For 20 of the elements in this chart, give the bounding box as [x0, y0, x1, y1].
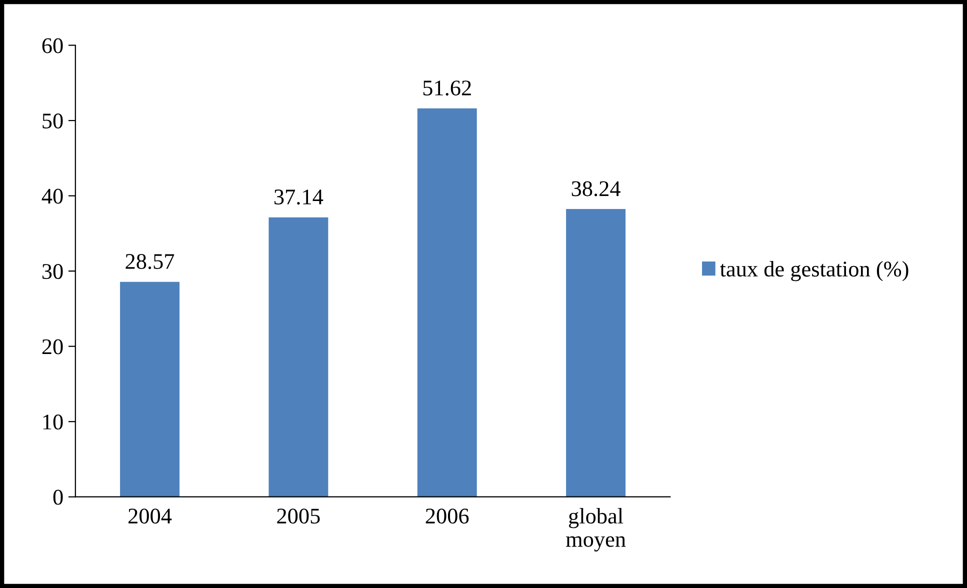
y-tick-label: 10	[43, 414, 63, 430]
data-label: 38.24	[572, 181, 620, 196]
legend-label: taux de gestation (%)	[720, 260, 908, 282]
y-tick-label: 30	[42, 264, 63, 279]
y-tick-label: 50	[42, 113, 63, 128]
y-tick-label: 60	[42, 38, 63, 54]
data-label: 51.62	[423, 80, 471, 96]
bar	[566, 209, 626, 497]
x-tick-label: 2004	[128, 508, 172, 524]
bar	[120, 282, 180, 497]
x-tick-label: 2005	[277, 508, 320, 524]
y-tick-label: 20	[42, 339, 63, 354]
bar	[417, 108, 477, 497]
x-tick-label: global moyen	[566, 508, 626, 552]
data-label: 28.57	[126, 254, 174, 270]
data-label: 37.14	[274, 190, 324, 205]
y-tick-label: 40	[42, 188, 63, 204]
bar	[268, 217, 328, 497]
y-tick-label: 0	[53, 490, 63, 505]
x-tick-label: 2006	[426, 508, 469, 524]
